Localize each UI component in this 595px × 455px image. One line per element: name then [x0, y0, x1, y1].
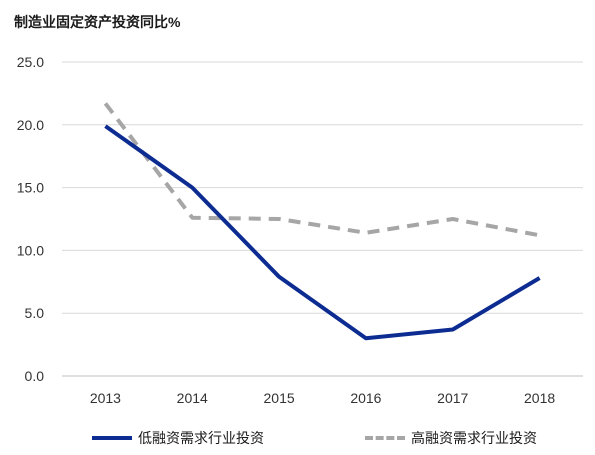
y-tick-label: 20.0: [17, 117, 44, 133]
x-tick-label: 2014: [177, 390, 208, 406]
y-tick-label: 0.0: [25, 368, 45, 384]
y-tick-label: 5.0: [25, 305, 45, 321]
legend-item-low: 低融资需求行业投资: [92, 428, 264, 448]
x-tick-label: 2016: [350, 390, 381, 406]
gridlines: [62, 61, 583, 377]
x-tick-label: 2017: [437, 390, 468, 406]
x-tick-label: 2015: [264, 390, 295, 406]
legend-label-low: 低融资需求行业投资: [138, 430, 264, 446]
y-axis-ticks: 0.0 5.0 10.0 15.0 20.0 25.0: [17, 54, 44, 384]
series-lines: [103, 102, 541, 341]
x-tick-label: 2013: [90, 390, 121, 406]
y-tick-label: 10.0: [17, 242, 44, 258]
legend-label-high: 高融资需求行业投资: [411, 430, 537, 446]
legend-item-high: 高融资需求行业投资: [365, 428, 537, 448]
y-tick-label: 15.0: [17, 180, 44, 196]
series-line-high: [103, 102, 540, 238]
legend-swatch-high: [365, 436, 405, 440]
series-line-low: [104, 124, 541, 341]
y-tick-label: 25.0: [17, 54, 44, 70]
x-tick-label: 2018: [524, 390, 555, 406]
x-axis-ticks: 2013 2014 2015 2016 2017 2018: [90, 390, 556, 406]
chart-title: 制造业固定资产投资同比%: [14, 14, 181, 30]
legend-swatch-low: [92, 436, 132, 440]
